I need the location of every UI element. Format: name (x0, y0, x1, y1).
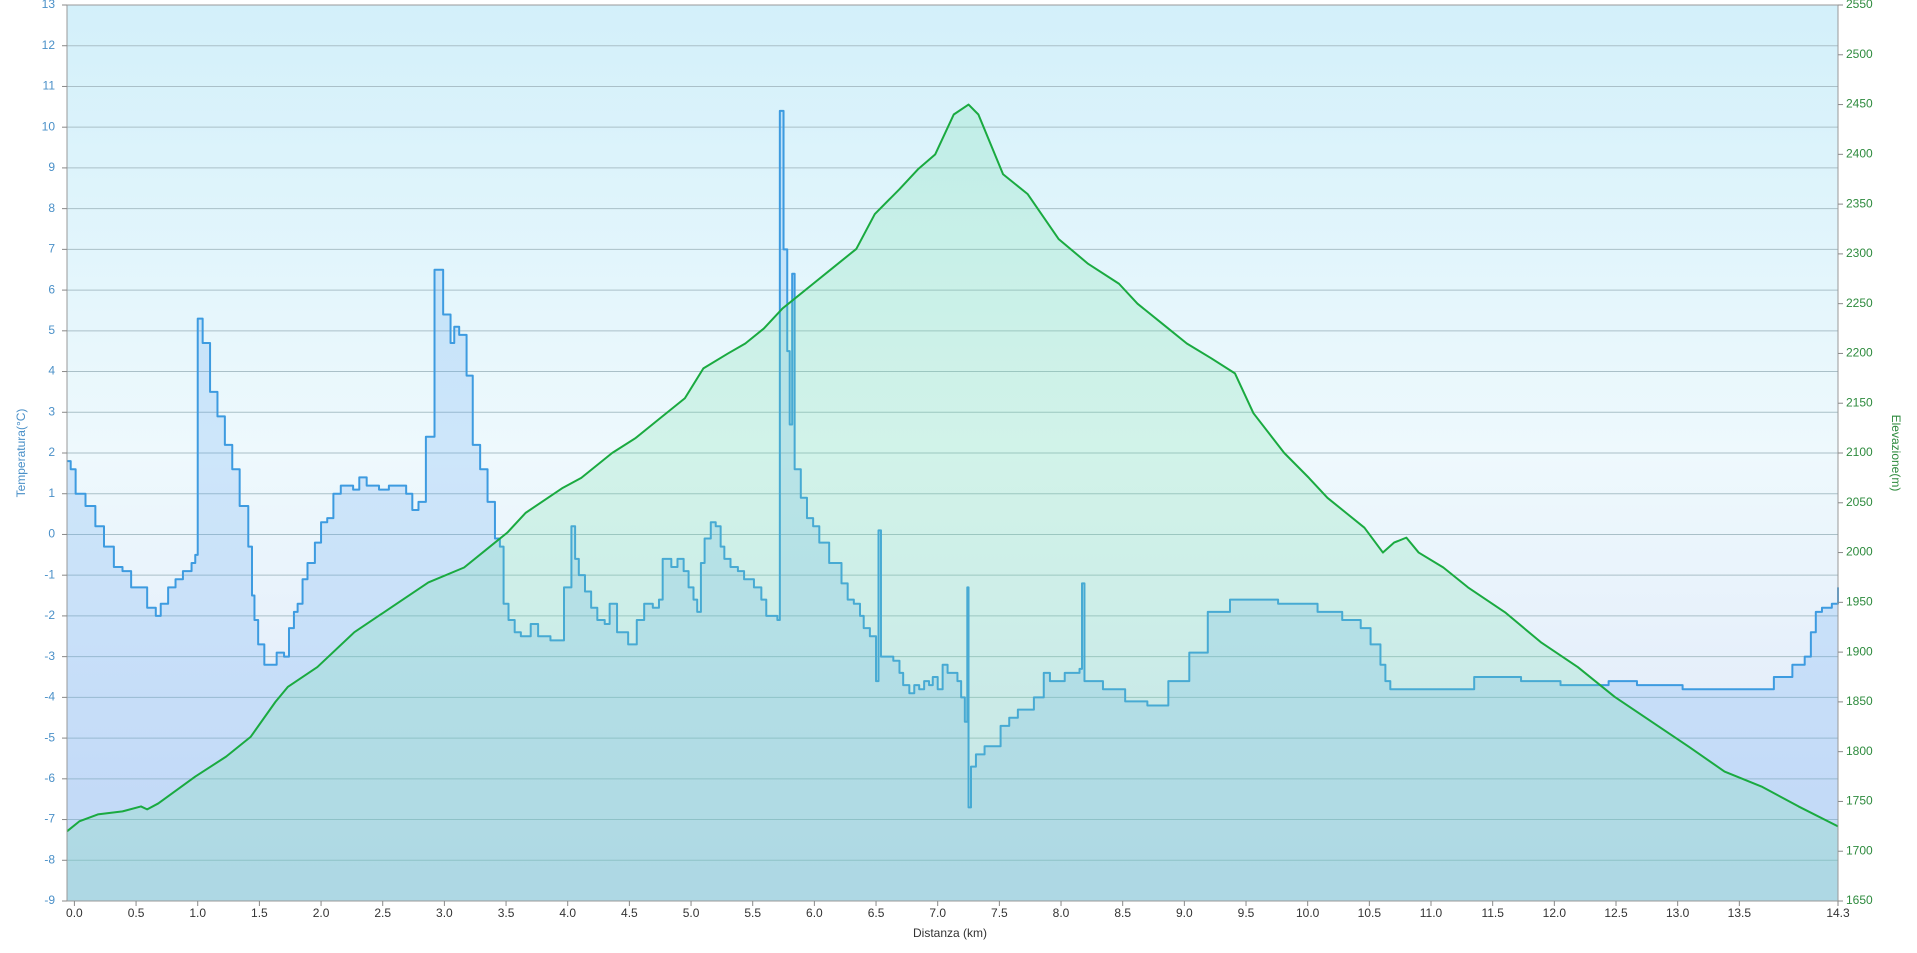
y-tick-label: 5 (48, 323, 55, 337)
y-tick-label: -9 (44, 893, 55, 907)
y2-tick-label: 1800 (1846, 744, 1873, 758)
y-tick-label: 8 (48, 201, 55, 215)
y-tick-label: 10 (42, 119, 56, 133)
y-tick-label: -1 (44, 567, 55, 581)
y2-tick-label: 2450 (1846, 97, 1873, 111)
x-tick-label: 12.5 (1604, 906, 1628, 920)
x-tick-label: 2.5 (374, 906, 391, 920)
x-tick-label: 6.0 (806, 906, 823, 920)
x-tick-label: 13.5 (1728, 906, 1752, 920)
x-tick-label: 7.0 (929, 906, 946, 920)
y2-tick-label: 2200 (1846, 346, 1873, 360)
x-tick-label: 4.5 (621, 906, 638, 920)
x-tick-label: 11.0 (1420, 906, 1443, 920)
y-tick-label: 9 (48, 160, 55, 174)
y2-tick-label: 2150 (1846, 395, 1873, 409)
x-tick-label: 3.0 (436, 906, 453, 920)
y2-tick-label: 2050 (1846, 495, 1873, 509)
x-tick-label: 10.5 (1358, 906, 1382, 920)
x-tick-label: 7.5 (991, 906, 1008, 920)
x-tick-label: 9.0 (1176, 906, 1193, 920)
y-tick-label: -8 (44, 852, 55, 866)
y2-tick-label: 1700 (1846, 843, 1873, 857)
y2-tick-label: 1650 (1846, 893, 1873, 907)
y-tick-label: 12 (42, 38, 56, 52)
y2-tick-label: 1900 (1846, 644, 1873, 658)
x-tick-label: 8.0 (1053, 906, 1070, 920)
series-area (67, 110, 1838, 901)
x-tick-label: 12.0 (1543, 906, 1567, 920)
x-tick-label: 9.5 (1238, 906, 1255, 920)
y2-axis-title: Elevazione(m) (1889, 415, 1903, 492)
y-tick-label: 4 (48, 364, 55, 378)
y-tick-label: -5 (44, 730, 55, 744)
x-tick-label: 10.0 (1296, 906, 1320, 920)
x-tick-label: 5.5 (744, 906, 761, 920)
x-tick-label: 0.0 (66, 906, 83, 920)
y-tick-label: 3 (48, 404, 55, 418)
x-tick-label: 3.5 (498, 906, 515, 920)
y2-tick-label: 1750 (1846, 794, 1873, 808)
x-tick-label: 4.0 (559, 906, 576, 920)
y2-tick-label: 2100 (1846, 445, 1873, 459)
y2-tick-label: 1850 (1846, 694, 1873, 708)
y-tick-label: 7 (48, 242, 55, 256)
x-tick-label: 2.0 (313, 906, 330, 920)
series-area (67, 104, 1838, 902)
x-tick-label: 1.5 (251, 906, 268, 920)
y-tick-label: 0 (48, 527, 55, 541)
y-tick-label: 11 (43, 79, 56, 93)
y2-tick-label: 2550 (1846, 0, 1873, 11)
y-tick-label: -7 (44, 812, 55, 826)
series-line (66, 103, 1839, 833)
y2-tick-label: 1950 (1846, 595, 1873, 609)
y2-tick-label: 2500 (1846, 47, 1873, 61)
y-tick-label: -3 (44, 649, 55, 663)
y2-tick-label: 2300 (1846, 246, 1873, 260)
y2-tick-label: 2250 (1846, 296, 1873, 310)
x-tick-label: 13.0 (1666, 906, 1690, 920)
y2-tick-label: 2350 (1846, 196, 1873, 210)
x-tick-label: 5.0 (683, 906, 700, 920)
x-tick-label: 6.5 (868, 906, 885, 920)
x-tick-label: 14.3 (1826, 906, 1850, 920)
y-tick-label: 6 (48, 282, 55, 296)
series-line (67, 109, 1839, 809)
y-tick-label: 1 (48, 486, 55, 500)
y-tick-label: 13 (42, 0, 56, 11)
y-tick-label: -4 (44, 690, 55, 704)
y-tick-label: -6 (44, 771, 55, 785)
x-tick-label: 11.5 (1481, 906, 1504, 920)
y-axis-title: Temperatura(°C) (14, 409, 28, 498)
x-tick-label: 0.5 (128, 906, 145, 920)
y-tick-label: 2 (48, 445, 55, 459)
y2-tick-label: 2000 (1846, 545, 1873, 559)
y-tick-label: -2 (44, 608, 55, 622)
y2-tick-label: 2400 (1846, 147, 1873, 161)
x-tick-label: 1.0 (189, 906, 206, 920)
x-axis-title: Distanza (km) (913, 926, 987, 940)
x-tick-label: 8.5 (1114, 906, 1131, 920)
